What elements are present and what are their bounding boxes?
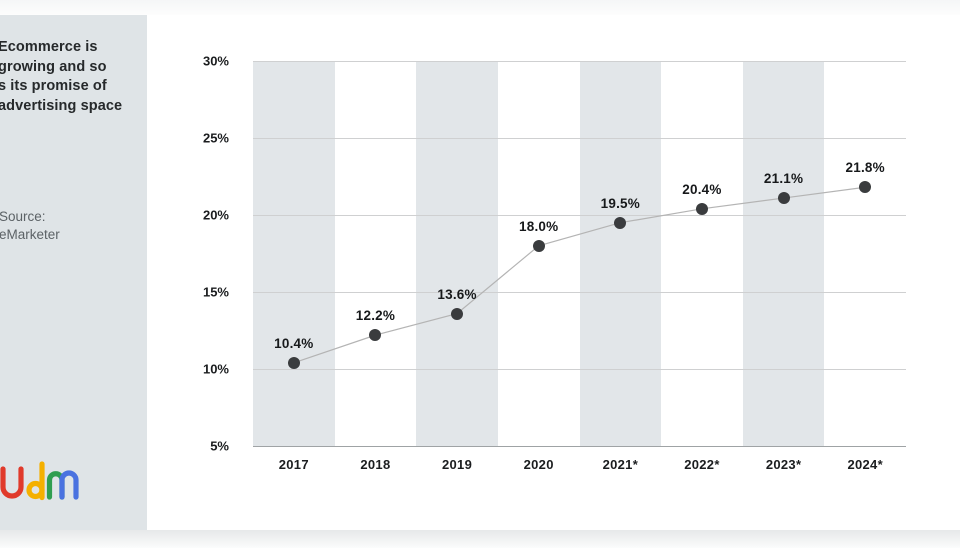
x-axis-line (253, 445, 906, 447)
gridline (253, 60, 906, 62)
data-point-label: 13.6% (437, 286, 477, 302)
gridline (253, 291, 906, 293)
column-band (416, 61, 498, 446)
column-band (253, 61, 335, 446)
y-tick-label: 25% (202, 130, 229, 146)
logo-letter-u (0, 466, 24, 499)
slide-bottom-shadow (0, 530, 960, 548)
data-point (369, 329, 382, 342)
data-point (451, 307, 464, 320)
column-band (742, 61, 825, 446)
udm-logo (0, 459, 85, 505)
x-tick-label: 2019 (442, 457, 473, 472)
data-point-label: 21.8% (845, 160, 885, 176)
data-point-label: 20.4% (682, 181, 722, 197)
data-point-label: 18.0% (519, 218, 559, 234)
data-point-label: 19.5% (600, 195, 640, 211)
udm-logo-icon (0, 461, 79, 501)
x-tick-label: 2018 (360, 457, 391, 472)
gridline (253, 137, 906, 139)
data-point (777, 192, 790, 205)
y-tick-label: 5% (210, 438, 229, 454)
gridline (253, 368, 906, 370)
data-point (695, 202, 708, 215)
series-line (293, 186, 866, 364)
headline-line: growing and so (0, 58, 107, 75)
headline-line: advertising space (0, 97, 123, 114)
column-band (579, 61, 662, 446)
headline-line: Ecommerce is (0, 39, 98, 55)
source-line: eMarketer (0, 227, 60, 242)
data-point-label: 12.2% (355, 308, 396, 324)
y-tick-label: 15% (202, 284, 229, 300)
sidebar-panel: Ecommerce is growing and so s its promis… (0, 15, 147, 530)
source-credit: Source: eMarketer (0, 208, 60, 244)
headline-line: s its promise of (0, 78, 107, 94)
x-tick-label: 2022* (684, 457, 720, 472)
x-tick-label: 2017 (278, 457, 309, 472)
logo-letter-m-second-arch (59, 470, 79, 500)
series-polyline (293, 186, 866, 364)
source-line: Source: (0, 209, 46, 224)
logo-letter-d (26, 461, 45, 501)
x-tick-label: 2021* (602, 457, 639, 472)
data-point (287, 356, 300, 369)
slide: Ecommerce is growing and so s its promis… (0, 15, 960, 530)
y-tick-label: 20% (202, 207, 229, 223)
y-tick-label: 30% (202, 53, 229, 69)
x-tick-label: 2020 (523, 457, 554, 472)
data-point (614, 216, 627, 229)
x-tick-label: 2024* (847, 457, 883, 472)
data-point (859, 181, 872, 194)
line-chart-plot-area: 30% 25% 20% 15% 10% 5% 2017 2018 2019 2020 2021* 20… (203, 54, 906, 472)
data-point (532, 239, 545, 252)
headline: Ecommerce is growing and so s its promis… (0, 38, 122, 116)
data-point-label: 21.1% (763, 171, 804, 187)
gridline (253, 214, 906, 216)
x-tick-label: 2023* (765, 457, 802, 472)
y-tick-label: 10% (202, 361, 229, 377)
data-point-label: 10.4% (274, 335, 314, 351)
page-background-top (0, 0, 960, 15)
